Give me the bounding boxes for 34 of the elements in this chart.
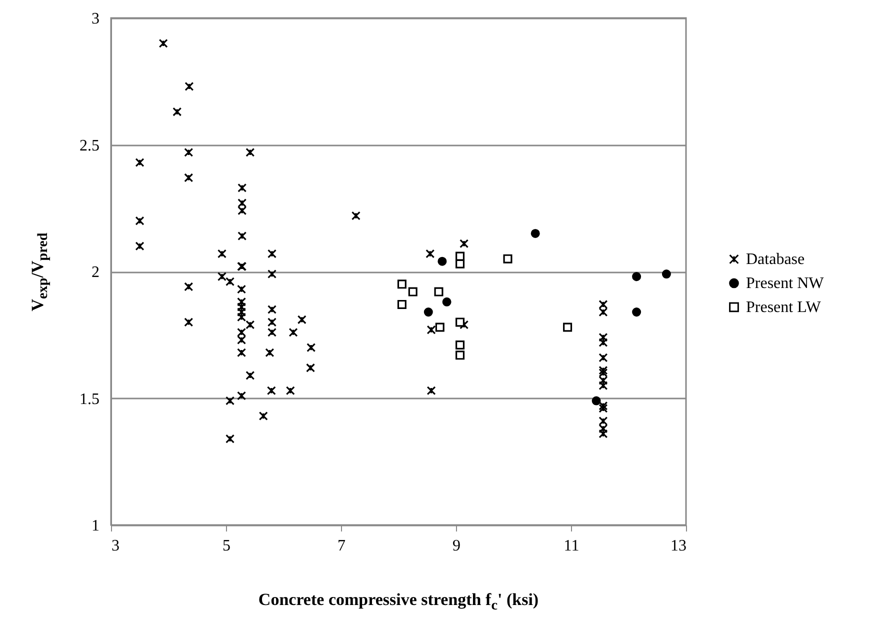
point <box>434 287 444 296</box>
y-tick-label: 1.5 <box>80 390 100 408</box>
y-tick-label: 1 <box>92 518 100 534</box>
x-tick-label: 7 <box>338 538 346 554</box>
y-tick-label: 3 <box>92 10 100 28</box>
x-axis-title: Concrete compressive strength f$_{c}$' (ksi) <box>257 590 540 614</box>
point <box>563 322 572 332</box>
point <box>397 280 406 289</box>
x-tick-label: 3 <box>112 538 120 554</box>
x-tick-label: 11 <box>564 538 580 554</box>
point <box>662 270 671 279</box>
point <box>408 287 418 296</box>
point <box>442 297 452 306</box>
point <box>456 340 465 350</box>
point <box>632 272 642 282</box>
point <box>397 300 406 309</box>
point <box>632 308 642 317</box>
point <box>424 308 433 317</box>
point <box>435 322 444 332</box>
point <box>592 396 601 406</box>
point <box>456 350 465 360</box>
legend-label: Present LW <box>746 299 822 316</box>
point <box>503 254 512 264</box>
point <box>438 256 447 266</box>
x-tick-label: 9 <box>452 538 460 554</box>
legend-label: Present NW <box>746 275 825 292</box>
legend-label: Database <box>746 251 805 268</box>
point <box>456 259 465 268</box>
point <box>456 318 465 327</box>
x-tick-label: 13 <box>670 538 686 554</box>
x-tick-label: 5 <box>222 538 230 554</box>
point <box>530 228 540 238</box>
y-tick-label: 2 <box>92 264 100 281</box>
y-tick-label: 2.5 <box>80 137 100 154</box>
